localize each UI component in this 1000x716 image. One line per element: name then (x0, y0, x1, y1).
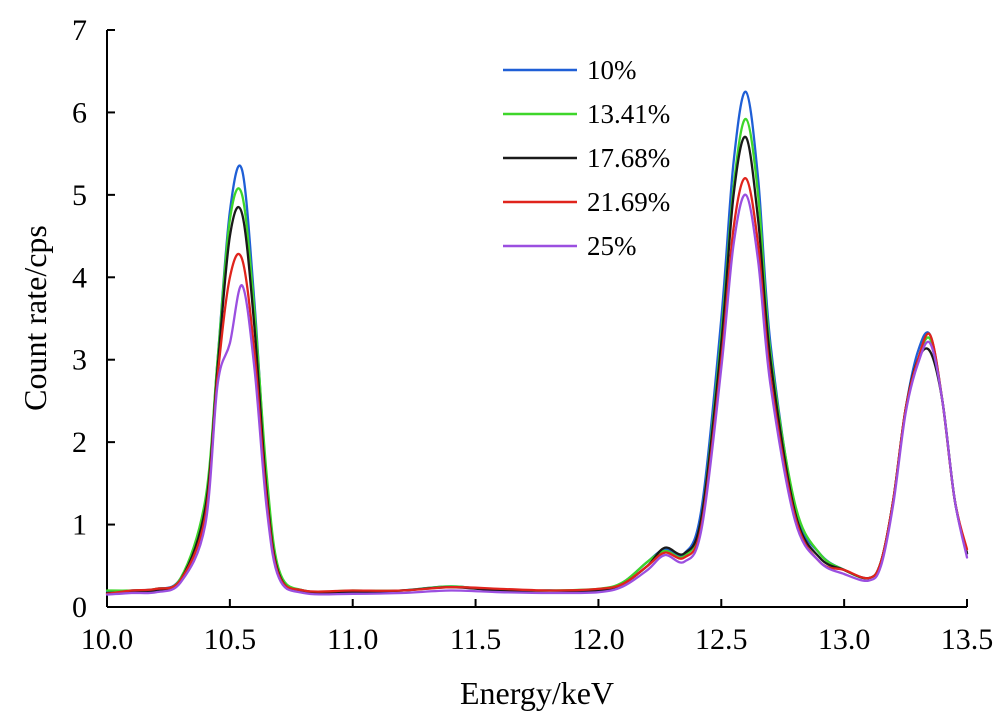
series-line-1 (105, 117, 969, 594)
x-tick-label: 11.0 (327, 623, 378, 656)
legend: 10% 13.41% 17.68% 21.69% 25% (503, 55, 670, 261)
series-line-4 (105, 193, 969, 596)
x-tick-label: 10.0 (81, 623, 134, 656)
y-tick-label: 1 (72, 509, 87, 542)
y-tick-label: 2 (72, 426, 87, 459)
x-axis-label: Energy/keV (460, 675, 614, 711)
y-tick-label: 7 (72, 14, 87, 47)
y-tick-label: 5 (72, 179, 87, 212)
y-axis-label: Count rate/cps (17, 225, 53, 411)
axes (106, 30, 967, 608)
legend-label-2: 17.68% (587, 143, 670, 173)
y-tick-label: 6 (72, 96, 87, 129)
series-line-3 (105, 177, 969, 595)
x-tick-label: 12.5 (695, 623, 748, 656)
legend-label-3: 21.69% (587, 187, 670, 217)
legend-label-1: 13.41% (587, 99, 670, 129)
x-tick-label: 13.5 (941, 623, 994, 656)
x-tick-label: 10.5 (204, 623, 257, 656)
y-tick-label: 0 (72, 591, 87, 624)
legend-label-4: 25% (587, 231, 637, 261)
y-tick-label: 4 (72, 261, 87, 294)
legend-label-0: 10% (587, 55, 637, 85)
series-line-0 (105, 90, 969, 594)
ticks: 10.0 10.5 11.0 11.5 12.0 12.5 13.0 13.5 0 1 2 3 4 5 6 7 (72, 14, 993, 656)
x-tick-label: 12.0 (572, 623, 625, 656)
y-tick-label: 3 (72, 344, 87, 377)
series-line-2 (105, 135, 969, 595)
plot-area (105, 90, 969, 596)
x-tick-label: 13.0 (818, 623, 871, 656)
x-tick-label: 11.5 (450, 623, 501, 656)
